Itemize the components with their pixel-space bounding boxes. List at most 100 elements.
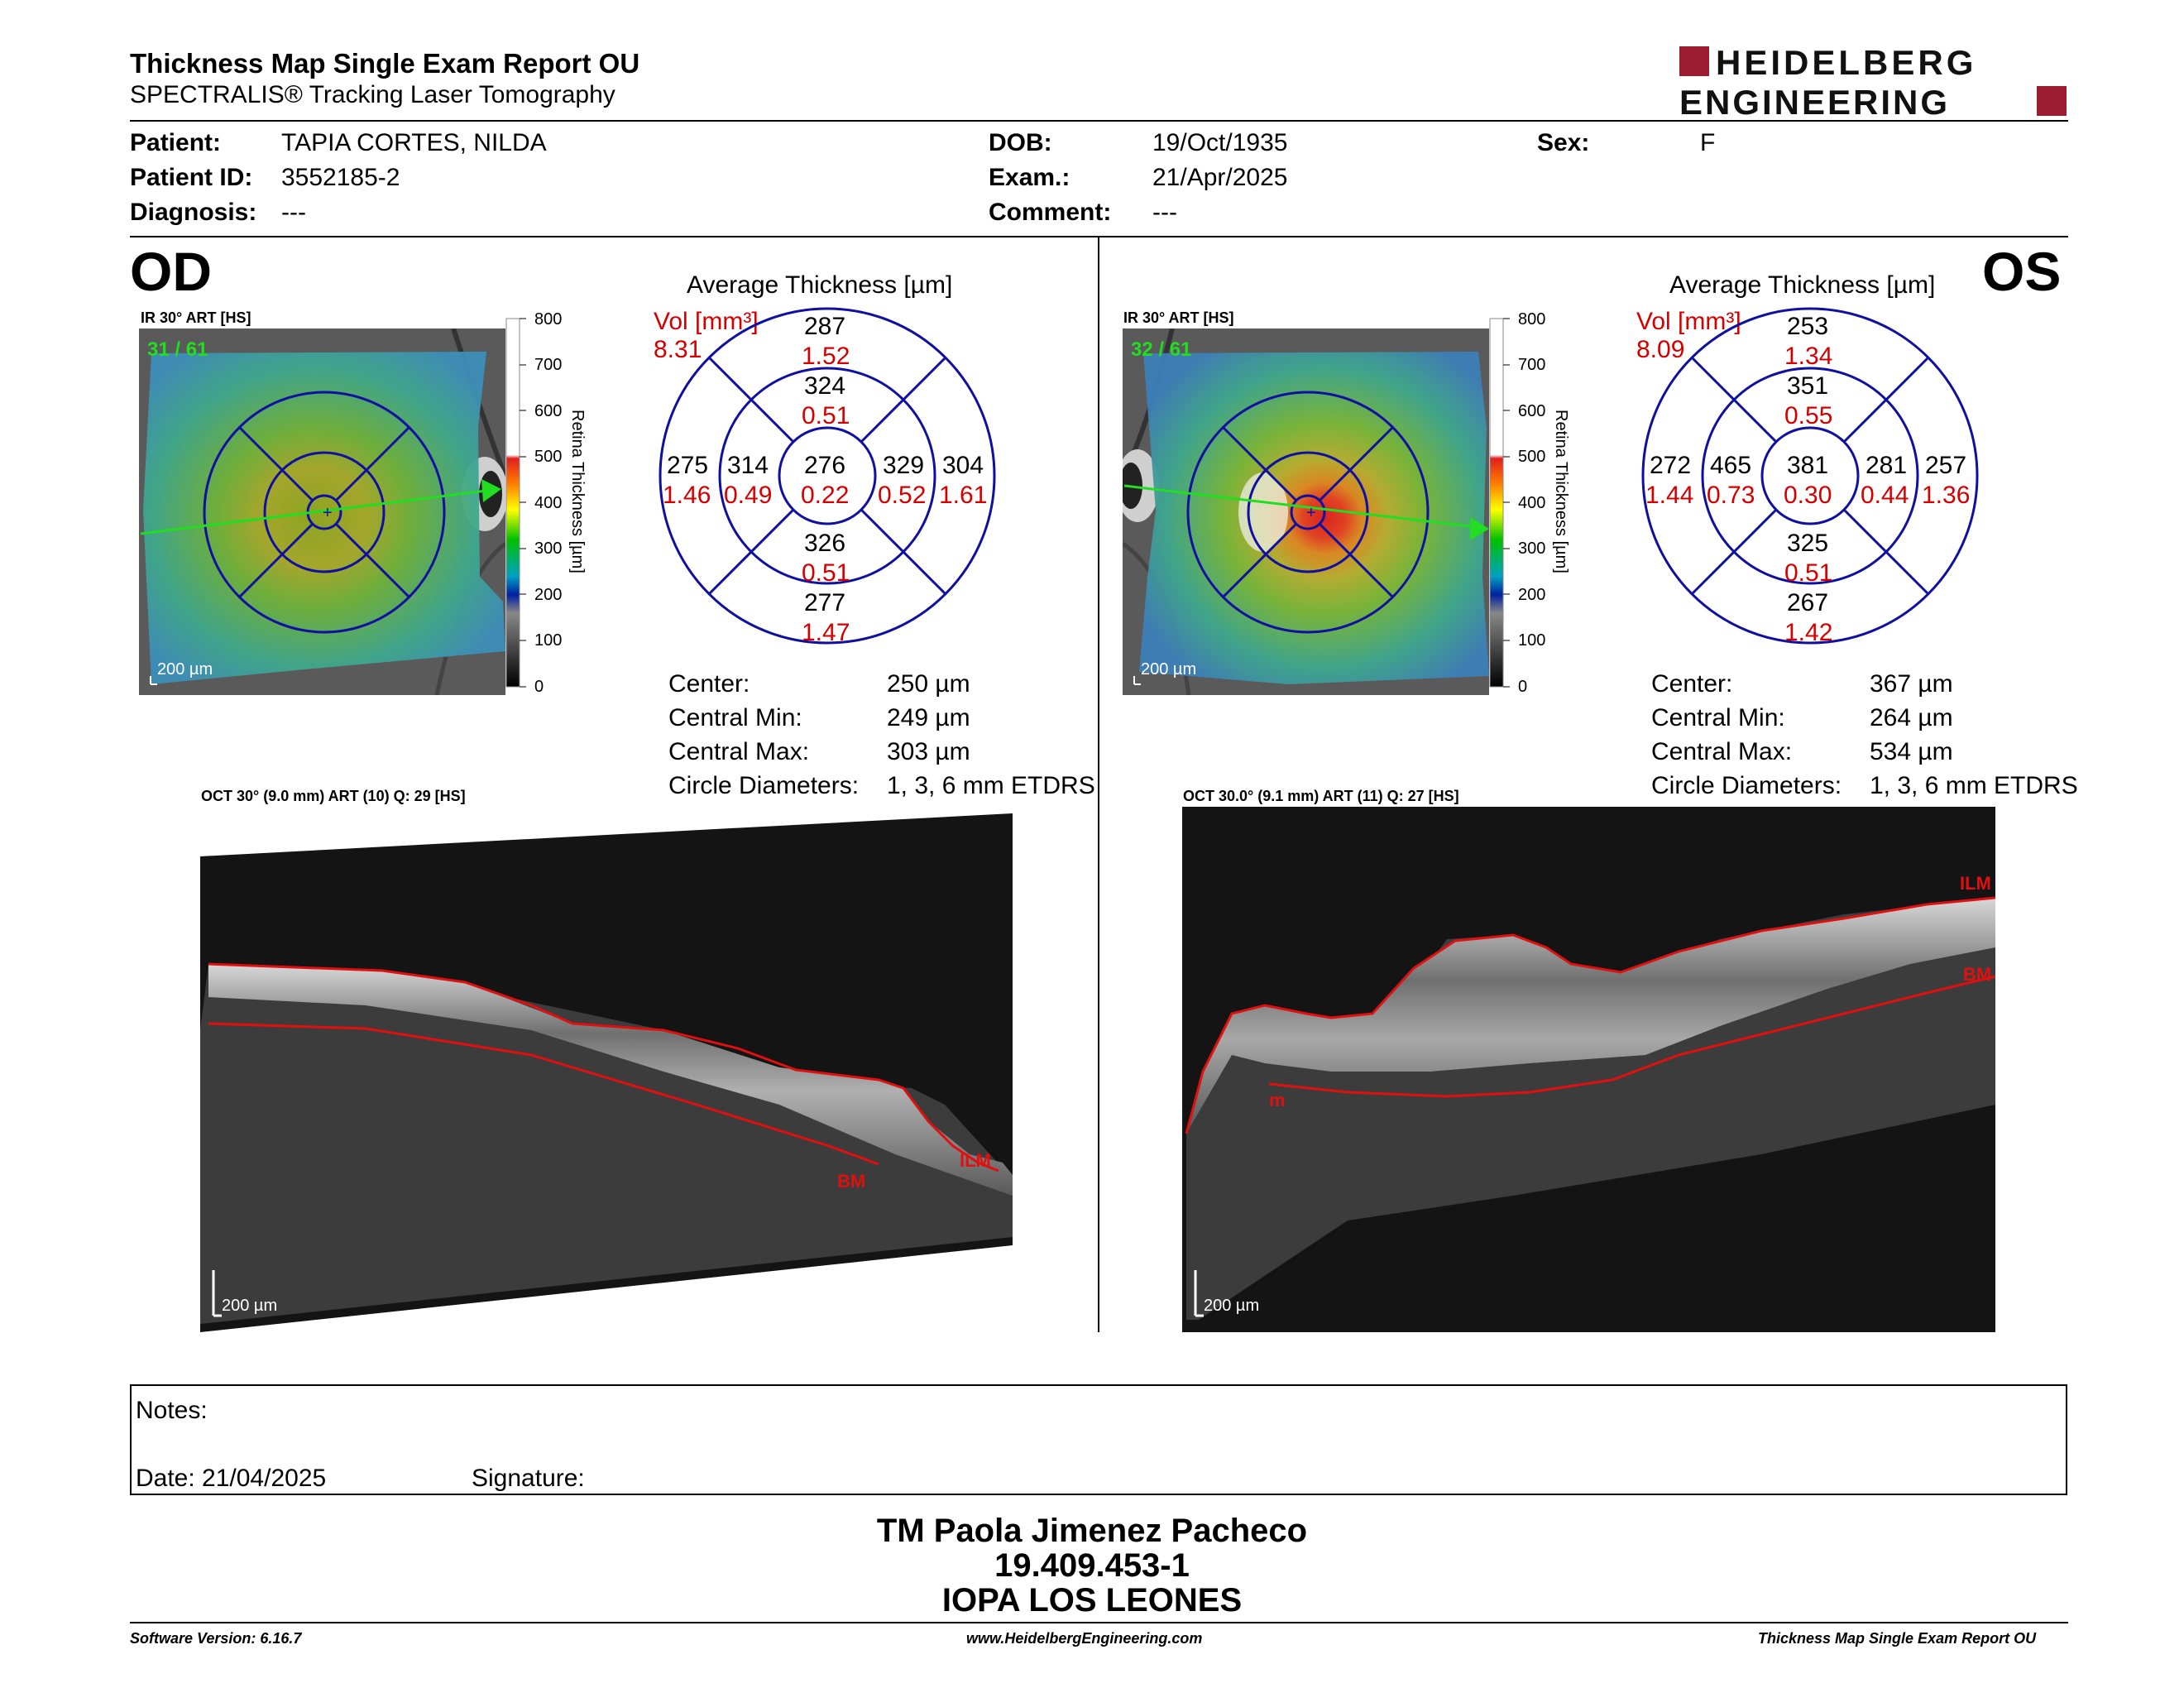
od-min-label: Central Min: <box>668 704 802 731</box>
diagnosis-value: --- <box>281 199 306 226</box>
od-colorbar-label: Retina Thickness [µm] <box>568 410 586 573</box>
svg-text:300: 300 <box>1518 539 1545 558</box>
od-fundus-map: + 31 / 61 200 µm <box>139 328 505 695</box>
od-inner-top: 324 <box>804 372 846 400</box>
signature-label: Signature: <box>472 1465 585 1492</box>
os-inner-bottom: 325 <box>1787 530 1829 557</box>
os-diam-label: Circle Diameters: <box>1651 772 1842 799</box>
os-outer-bottom-vol: 1.42 <box>1784 619 1833 646</box>
dob-label: DOB: <box>989 129 1052 156</box>
svg-text:400: 400 <box>1518 494 1545 512</box>
os-outer-right: 257 <box>1925 452 1967 479</box>
od-center-vol: 0.22 <box>801 482 850 509</box>
svg-text:700: 700 <box>534 356 562 374</box>
od-vol-total: 8.31 <box>654 336 702 363</box>
svg-text:500: 500 <box>1518 448 1545 466</box>
od-oct-label: OCT 30° (9.0 mm) ART (10) Q: 29 [HS] <box>201 788 466 804</box>
os-center-value: 367 µm <box>1870 670 1953 698</box>
od-ilm-label: ILM <box>960 1150 991 1171</box>
od-max-value: 303 µm <box>887 738 970 765</box>
os-outer-left-vol: 1.44 <box>1645 482 1694 509</box>
od-outer-bottom-vol: 1.47 <box>802 619 850 646</box>
signer-clinic: IOPA LOS LEONES <box>941 1582 1243 1618</box>
od-inner-bottom-vol: 0.51 <box>802 559 850 587</box>
os-oct-label: OCT 30.0° (9.1 mm) ART (11) Q: 27 [HS] <box>1183 788 1459 804</box>
os-inner-right-vol: 0.44 <box>1861 482 1909 509</box>
od-outer-top: 287 <box>804 313 846 340</box>
svg-text:600: 600 <box>1518 402 1545 420</box>
od-inner-right-vol: 0.52 <box>878 482 927 509</box>
od-center: 276 <box>804 452 846 479</box>
patient-name: TAPIA CORTES, NILDA <box>281 129 547 156</box>
notes-box[interactable] <box>130 1384 2067 1495</box>
os-max-label: Central Max: <box>1651 738 1793 765</box>
od-inner-left-vol: 0.49 <box>724 482 773 509</box>
os-center-label: Center: <box>1651 670 1733 698</box>
od-diam-value: 1, 3, 6 mm ETDRS <box>887 772 1095 799</box>
os-ir-label: IR 30° ART [HS] <box>1123 309 1234 326</box>
od-center-value: 250 µm <box>887 670 970 698</box>
svg-text:ENGINEERING: ENGINEERING <box>1679 83 1950 119</box>
notes-date: Date: 21/04/2025 <box>136 1465 327 1492</box>
od-scale: 200 µm <box>157 660 213 679</box>
os-max-value: 534 µm <box>1870 738 1953 765</box>
svg-text:0: 0 <box>1518 678 1527 696</box>
sex-label: Sex: <box>1537 129 1590 156</box>
svg-text:600: 600 <box>534 402 562 420</box>
report-title: Thickness Map Single Exam Report OU <box>130 48 640 79</box>
od-avg-title: Average Thickness [µm] <box>687 271 953 299</box>
od-eye-label: OD <box>130 241 212 302</box>
os-outer-bottom: 267 <box>1787 589 1829 616</box>
os-inner-bottom-vol: 0.51 <box>1784 559 1833 587</box>
report-subtitle: SPECTRALIS® Tracking Laser Tomography <box>130 81 615 108</box>
os-inner-left: 465 <box>1710 452 1752 479</box>
os-colorbar-label: Retina Thickness [µm] <box>1552 410 1569 573</box>
footer-software: Software Version: 6.16.7 <box>130 1630 302 1647</box>
patient-id-label: Patient ID: <box>130 164 253 191</box>
dob-value: 19/Oct/1935 <box>1152 129 1288 156</box>
svg-text:200: 200 <box>1518 586 1545 604</box>
od-inner-bottom: 326 <box>804 530 846 557</box>
sex-value: F <box>1700 129 1716 156</box>
svg-text:100: 100 <box>1518 631 1545 650</box>
patient-id: 3552185-2 <box>281 164 400 191</box>
svg-text:500: 500 <box>534 448 562 466</box>
os-inner-top-vol: 0.55 <box>1784 402 1833 429</box>
os-inner-right: 281 <box>1866 452 1908 479</box>
os-m-marker: m <box>1269 1090 1286 1110</box>
os-etdrs-grid <box>1641 307 1979 645</box>
os-center: 381 <box>1787 452 1829 479</box>
os-inner-top: 351 <box>1787 372 1829 400</box>
signer-name: TM Paola Jimenez Pacheco <box>876 1513 1308 1549</box>
os-vol-total: 8.09 <box>1636 336 1685 363</box>
od-min-value: 249 µm <box>887 704 970 731</box>
svg-text:100: 100 <box>534 631 562 650</box>
os-min-value: 264 µm <box>1870 704 1953 731</box>
os-fundus-map: + 32 / 61 200 µm <box>1123 328 1489 695</box>
od-inner-right: 329 <box>883 452 925 479</box>
svg-text:0: 0 <box>534 678 544 696</box>
footer-website[interactable]: www.HeidelbergEngineering.com <box>966 1630 1203 1647</box>
os-oct-scale: 200 µm <box>1204 1297 1259 1315</box>
svg-text:HEIDELBERG: HEIDELBERG <box>1716 43 1976 82</box>
heidelberg-logo: HEIDELBERG ENGINEERING <box>1679 43 2067 119</box>
os-bm-label: BM <box>1963 964 1991 985</box>
od-bm-label: BM <box>837 1171 865 1192</box>
comment-value: --- <box>1152 199 1177 226</box>
od-colorbar: 800 700 600 500 400 300 200 100 0 Retina… <box>505 310 586 696</box>
svg-text:800: 800 <box>1518 310 1545 328</box>
od-vol-label: Vol [mm³] <box>654 308 759 335</box>
od-max-label: Central Max: <box>668 738 810 765</box>
os-ilm-label: ILM <box>1960 873 1991 894</box>
os-outer-top: 253 <box>1787 313 1829 340</box>
os-outer-left: 272 <box>1650 452 1692 479</box>
os-min-label: Central Min: <box>1651 704 1785 731</box>
svg-text:200: 200 <box>534 586 562 604</box>
svg-text:+: + <box>1306 504 1316 522</box>
od-inner-top-vol: 0.51 <box>802 402 850 429</box>
os-scale: 200 µm <box>1141 660 1196 679</box>
os-oct-scan: ILM BM m 200 µm <box>1182 807 1995 1332</box>
patient-label: Patient: <box>130 129 222 156</box>
od-inner-left: 314 <box>727 452 769 479</box>
os-colorbar: 800 700 600 500 400 300 200 100 0 Retina… <box>1489 310 1569 696</box>
